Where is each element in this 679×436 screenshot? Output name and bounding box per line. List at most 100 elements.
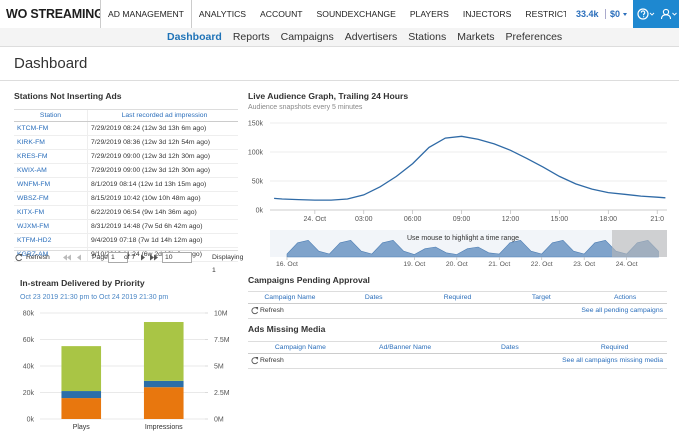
station-link[interactable]: KIRK-FM [14,136,88,149]
navigator-selection[interactable] [612,230,667,257]
table-row: WJXM-FM 8/31/2019 14:48 (7w 5d 6h 42m ago… [14,220,238,234]
nav-item[interactable]: PLAYERS [409,9,449,19]
see-all-link[interactable]: See all pending campaigns [581,307,663,314]
refresh-icon[interactable] [250,304,260,324]
nav-item[interactable]: RESTRICTIONS [525,9,566,19]
navigator-tick-label: 20. Oct [446,261,468,268]
y-tick-label: 40k [23,364,35,371]
column-header[interactable]: Ad/Banner Name [379,344,432,351]
balance[interactable]: $0 [610,9,621,19]
y-tick-label: 80k [23,311,35,318]
pager-next[interactable] [138,251,168,264]
sub-nav-item[interactable]: Dashboard [167,31,222,43]
per-page[interactable]: 10 [162,252,192,263]
refresh[interactable]: Refresh [26,254,50,261]
table-row: KTCM-FM 7/29/2019 08:24 (12w 3d 13h 6m ag… [14,122,238,136]
timestamp: 7/29/2019 09:00 (12w 3d 12h 30m ago) [91,167,211,174]
column-header[interactable]: Campaign Name [264,294,316,301]
bar-segment [143,322,184,381]
chart-title: In-stream Delivered by Priority [20,278,145,288]
missing-table: Campaign Name Ad/Banner Name Dates Required… [248,341,667,369]
x-tick-label: 06:00 [404,216,422,223]
y2-tick-label: 7.5M [214,337,230,344]
column-header[interactable]: Dates [500,344,519,351]
timestamp: 7/29/2019 09:00 (12w 3d 12h 30m ago) [91,153,211,160]
y2-tick-label: 2.5M [214,390,230,397]
column-header[interactable]: Required [443,294,472,301]
table-footer: Refresh See all pending campaigns [248,304,667,319]
timestamp: 9/4/2019 07:18 (7w 1d 14h 12m ago) [91,237,203,244]
x-tick-label: Plays [73,424,91,431]
station-link[interactable]: WJXM-FM [14,220,88,233]
station-link[interactable]: KGRZ-AM [14,248,88,261]
pending-table: Campaign Name Dates Required Target Actions R… [248,291,667,319]
sub-nav-item[interactable]: Stations [408,31,447,43]
bar-segment [61,391,102,399]
station-link[interactable]: KWIX-AM [14,164,88,177]
page-count: of 7 [124,254,136,261]
table-header: Station Last recorded ad impression [14,109,238,122]
refresh[interactable]: Refresh [260,307,284,314]
column-header[interactable]: Station [14,110,88,121]
nav-item[interactable]: ACCOUNT [260,9,303,19]
logo[interactable]: WO STREAMING [6,7,104,21]
bar-segment [143,387,184,419]
chart-subtitle: Audience snapshots every 5 minutes [248,104,363,111]
top-bar: WO STREAMING AD MANAGEMENT ANALYTICS ACCOU… [0,0,679,29]
navigator-tick-label: 21. Oct [488,261,510,268]
table-row: WNFM-FM 8/1/2019 08:14 (12w 1d 13h 15m ag… [14,178,238,192]
column-header[interactable]: Target [531,294,551,301]
pager-prev[interactable] [60,251,90,264]
station-link[interactable]: KITX-FM [14,206,88,219]
column-header[interactable]: Actions [613,294,637,301]
timestamp: 9/10/2019 11:24 (6w 2d 10h 6m ago) [91,251,202,258]
stat[interactable]: 33.4k [576,9,599,19]
column-header[interactable]: Last recorded ad impression [121,112,208,119]
station-link[interactable]: KTFM-HD2 [14,234,88,247]
table-header: Campaign Name Dates Required Target Actions [248,291,667,304]
y2-tick-label: 5M [214,364,224,371]
y-tick-label: 150k [248,121,264,128]
nav-item[interactable]: SOUNDEXCHANGE [316,9,396,19]
see-all-link[interactable]: See all campaigns missing media [562,357,663,364]
refresh[interactable]: Refresh [260,357,284,364]
column-header[interactable]: Required [600,344,629,351]
refresh-icon[interactable] [14,251,24,264]
station-link[interactable]: WNFM-FM [14,178,88,191]
refresh-glyph [251,357,259,365]
column-header[interactable]: Campaign Name [274,344,326,351]
nav-item[interactable]: ANALYTICS [198,9,247,19]
navigator-hint: Use mouse to highlight a time range [407,235,519,242]
timestamp: 8/15/2019 10:42 (10w 10h 48m ago) [91,195,201,202]
column-header[interactable]: Dates [364,294,383,301]
table-row: KIRK-FM 7/29/2019 08:36 (12w 3d 12h 54m a… [14,136,238,150]
table-row: KITX-FM 6/22/2019 06:54 (9w 14h 36m ago) [14,206,238,220]
nav-item[interactable]: AD MANAGEMENT [100,0,192,28]
separator [605,9,606,19]
sub-nav-item[interactable]: Markets [457,31,495,43]
x-tick-label: 21:0 [650,216,664,223]
user-button[interactable] [656,0,679,28]
sub-nav-item[interactable]: Reports [232,31,270,43]
y-tick-label: 60k [23,337,35,344]
bar-segment [61,398,102,419]
station-link[interactable]: KRES-FM [14,150,88,163]
y-tick-label: 20k [23,390,35,397]
nav-item[interactable]: INJECTORS [462,9,512,19]
sub-nav-item[interactable]: Advertisers [344,31,398,43]
y-tick-label: 0k [256,208,264,215]
station-link[interactable]: WBSZ-FM [14,192,88,205]
table-row: KWIX-AM 7/29/2019 09:00 (12w 3d 12h 30m a… [14,164,238,178]
station-link[interactable]: KTCM-FM [14,122,88,135]
chart-subtitle: Oct 23 2019 21:30 pm to Oct 24 2019 21:3… [20,294,168,301]
help-button[interactable] [633,0,656,28]
divider [0,80,679,81]
sub-nav-item[interactable]: Preferences [505,31,563,43]
chart-title: Live Audience Graph, Trailing 24 Hours [248,91,408,101]
page-input[interactable]: 1 [108,252,128,263]
page-title: Dashboard [14,55,88,72]
sub-nav-item[interactable]: Campaigns [280,31,334,43]
refresh-icon[interactable] [250,354,260,374]
